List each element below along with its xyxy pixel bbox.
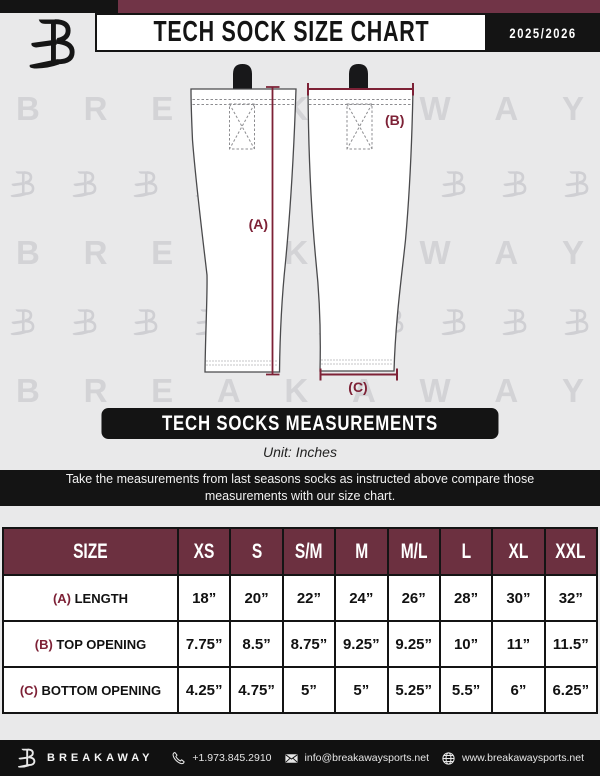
footer-brand-name: BREAKAWAY bbox=[47, 752, 154, 764]
header: TECH SOCK SIZE CHART 2025/2026 bbox=[0, 13, 600, 52]
column-header: XL bbox=[491, 527, 546, 576]
row-label: (A) LENGTH bbox=[2, 574, 179, 622]
table-cell: 18” bbox=[176, 574, 232, 622]
instruction-text: Take the measurements from last seasons … bbox=[65, 471, 535, 504]
column-header: XS bbox=[176, 527, 232, 576]
table-row: (B) TOP OPENING 7.75” 8.5” 8.75” 9.25” 9.25” 1… bbox=[2, 620, 599, 668]
table-cell: 6.25” bbox=[543, 666, 599, 714]
top-strip-maroon bbox=[118, 0, 600, 13]
table-cell: 20” bbox=[229, 574, 284, 622]
column-header: M/L bbox=[386, 527, 441, 576]
row-label: (C) BOTTOM OPENING bbox=[2, 666, 179, 714]
table-cell: 9.25” bbox=[334, 620, 389, 668]
breakaway-b-logo-icon bbox=[16, 747, 38, 769]
left-sock-tab bbox=[233, 64, 252, 92]
footer-bar: BREAKAWAY +1.973.845.2910 info@breakaway… bbox=[0, 740, 600, 776]
table-cell: 32” bbox=[543, 574, 599, 622]
table-cell: 10” bbox=[438, 620, 494, 668]
table-cell: 9.25” bbox=[386, 620, 441, 668]
label-a: (A) bbox=[249, 216, 268, 232]
column-header: S bbox=[229, 527, 284, 576]
footer-phone: +1.973.845.2910 bbox=[171, 751, 272, 766]
page-title: TECH SOCK SIZE CHART bbox=[153, 16, 429, 48]
column-header: L bbox=[438, 527, 494, 576]
measurements-banner-label: TECH SOCKS MEASUREMENTS bbox=[161, 411, 439, 435]
table-cell: 7.75” bbox=[176, 620, 232, 668]
label-b: (B) bbox=[385, 112, 404, 128]
size-table: SIZE XS S S/M M M/L L XL XXL (A) LENGTH 18” 20” 22… bbox=[2, 527, 599, 714]
table-cell: 5” bbox=[281, 666, 337, 714]
table-cell: 5.25” bbox=[386, 666, 441, 714]
measure-b-line bbox=[307, 83, 414, 96]
table-cell: 6” bbox=[491, 666, 546, 714]
column-header: S/M bbox=[281, 527, 337, 576]
top-strip-black bbox=[0, 0, 118, 13]
column-header: M bbox=[334, 527, 389, 576]
right-sock-tab bbox=[349, 64, 368, 92]
table-cell: 28” bbox=[438, 574, 494, 622]
column-header: XXL bbox=[543, 527, 599, 576]
size-column-header: SIZE bbox=[2, 527, 179, 576]
top-strip bbox=[0, 0, 600, 13]
footer-brand: BREAKAWAY bbox=[16, 747, 154, 769]
table-cell: 8.5” bbox=[229, 620, 284, 668]
right-sock-outline bbox=[307, 88, 414, 372]
footer-contacts: +1.973.845.2910 info@breakawaysports.net… bbox=[171, 751, 584, 766]
breakaway-b-logo-icon bbox=[22, 15, 84, 72]
footer-website: www.breakawaysports.net bbox=[441, 751, 584, 766]
season-label: 2025/2026 bbox=[509, 24, 578, 41]
table-cell: 24” bbox=[334, 574, 389, 622]
table-header-row: SIZE XS S S/M M M/L L XL XXL bbox=[2, 527, 599, 576]
season-box: 2025/2026 bbox=[487, 13, 600, 52]
table-cell: 5.5” bbox=[438, 666, 494, 714]
label-c: (C) bbox=[348, 379, 367, 395]
table-cell: 26” bbox=[386, 574, 441, 622]
instruction-bar: Take the measurements from last seasons … bbox=[0, 470, 600, 506]
unit-note: Unit: Inches bbox=[263, 444, 337, 460]
phone-icon bbox=[172, 751, 186, 764]
row-label: (B) TOP OPENING bbox=[2, 620, 179, 668]
table-row: (C) BOTTOM OPENING 4.25” 4.75” 5” 5” 5.25” 5.5… bbox=[2, 666, 599, 714]
table-cell: 8.75” bbox=[281, 620, 337, 668]
footer-email: info@breakawaysports.net bbox=[284, 751, 429, 766]
title-box: TECH SOCK SIZE CHART bbox=[95, 13, 487, 52]
envelope-icon bbox=[284, 753, 298, 763]
measurements-banner: TECH SOCKS MEASUREMENTS bbox=[101, 408, 499, 439]
table-row: (A) LENGTH 18” 20” 22” 24” 26” 28” 30” 32” bbox=[2, 574, 599, 622]
table-cell: 22” bbox=[281, 574, 337, 622]
table-cell: 4.75” bbox=[229, 666, 284, 714]
measure-c-line bbox=[319, 368, 398, 381]
sock-measurement-diagram: (A) (B) (C) bbox=[190, 64, 414, 395]
table-cell: 11” bbox=[491, 620, 546, 668]
globe-icon bbox=[442, 751, 455, 765]
table-cell: 30” bbox=[491, 574, 546, 622]
left-sock-outline bbox=[190, 88, 297, 373]
table-cell: 5” bbox=[334, 666, 389, 714]
table-cell: 4.25” bbox=[176, 666, 232, 714]
table-cell: 11.5” bbox=[543, 620, 599, 668]
